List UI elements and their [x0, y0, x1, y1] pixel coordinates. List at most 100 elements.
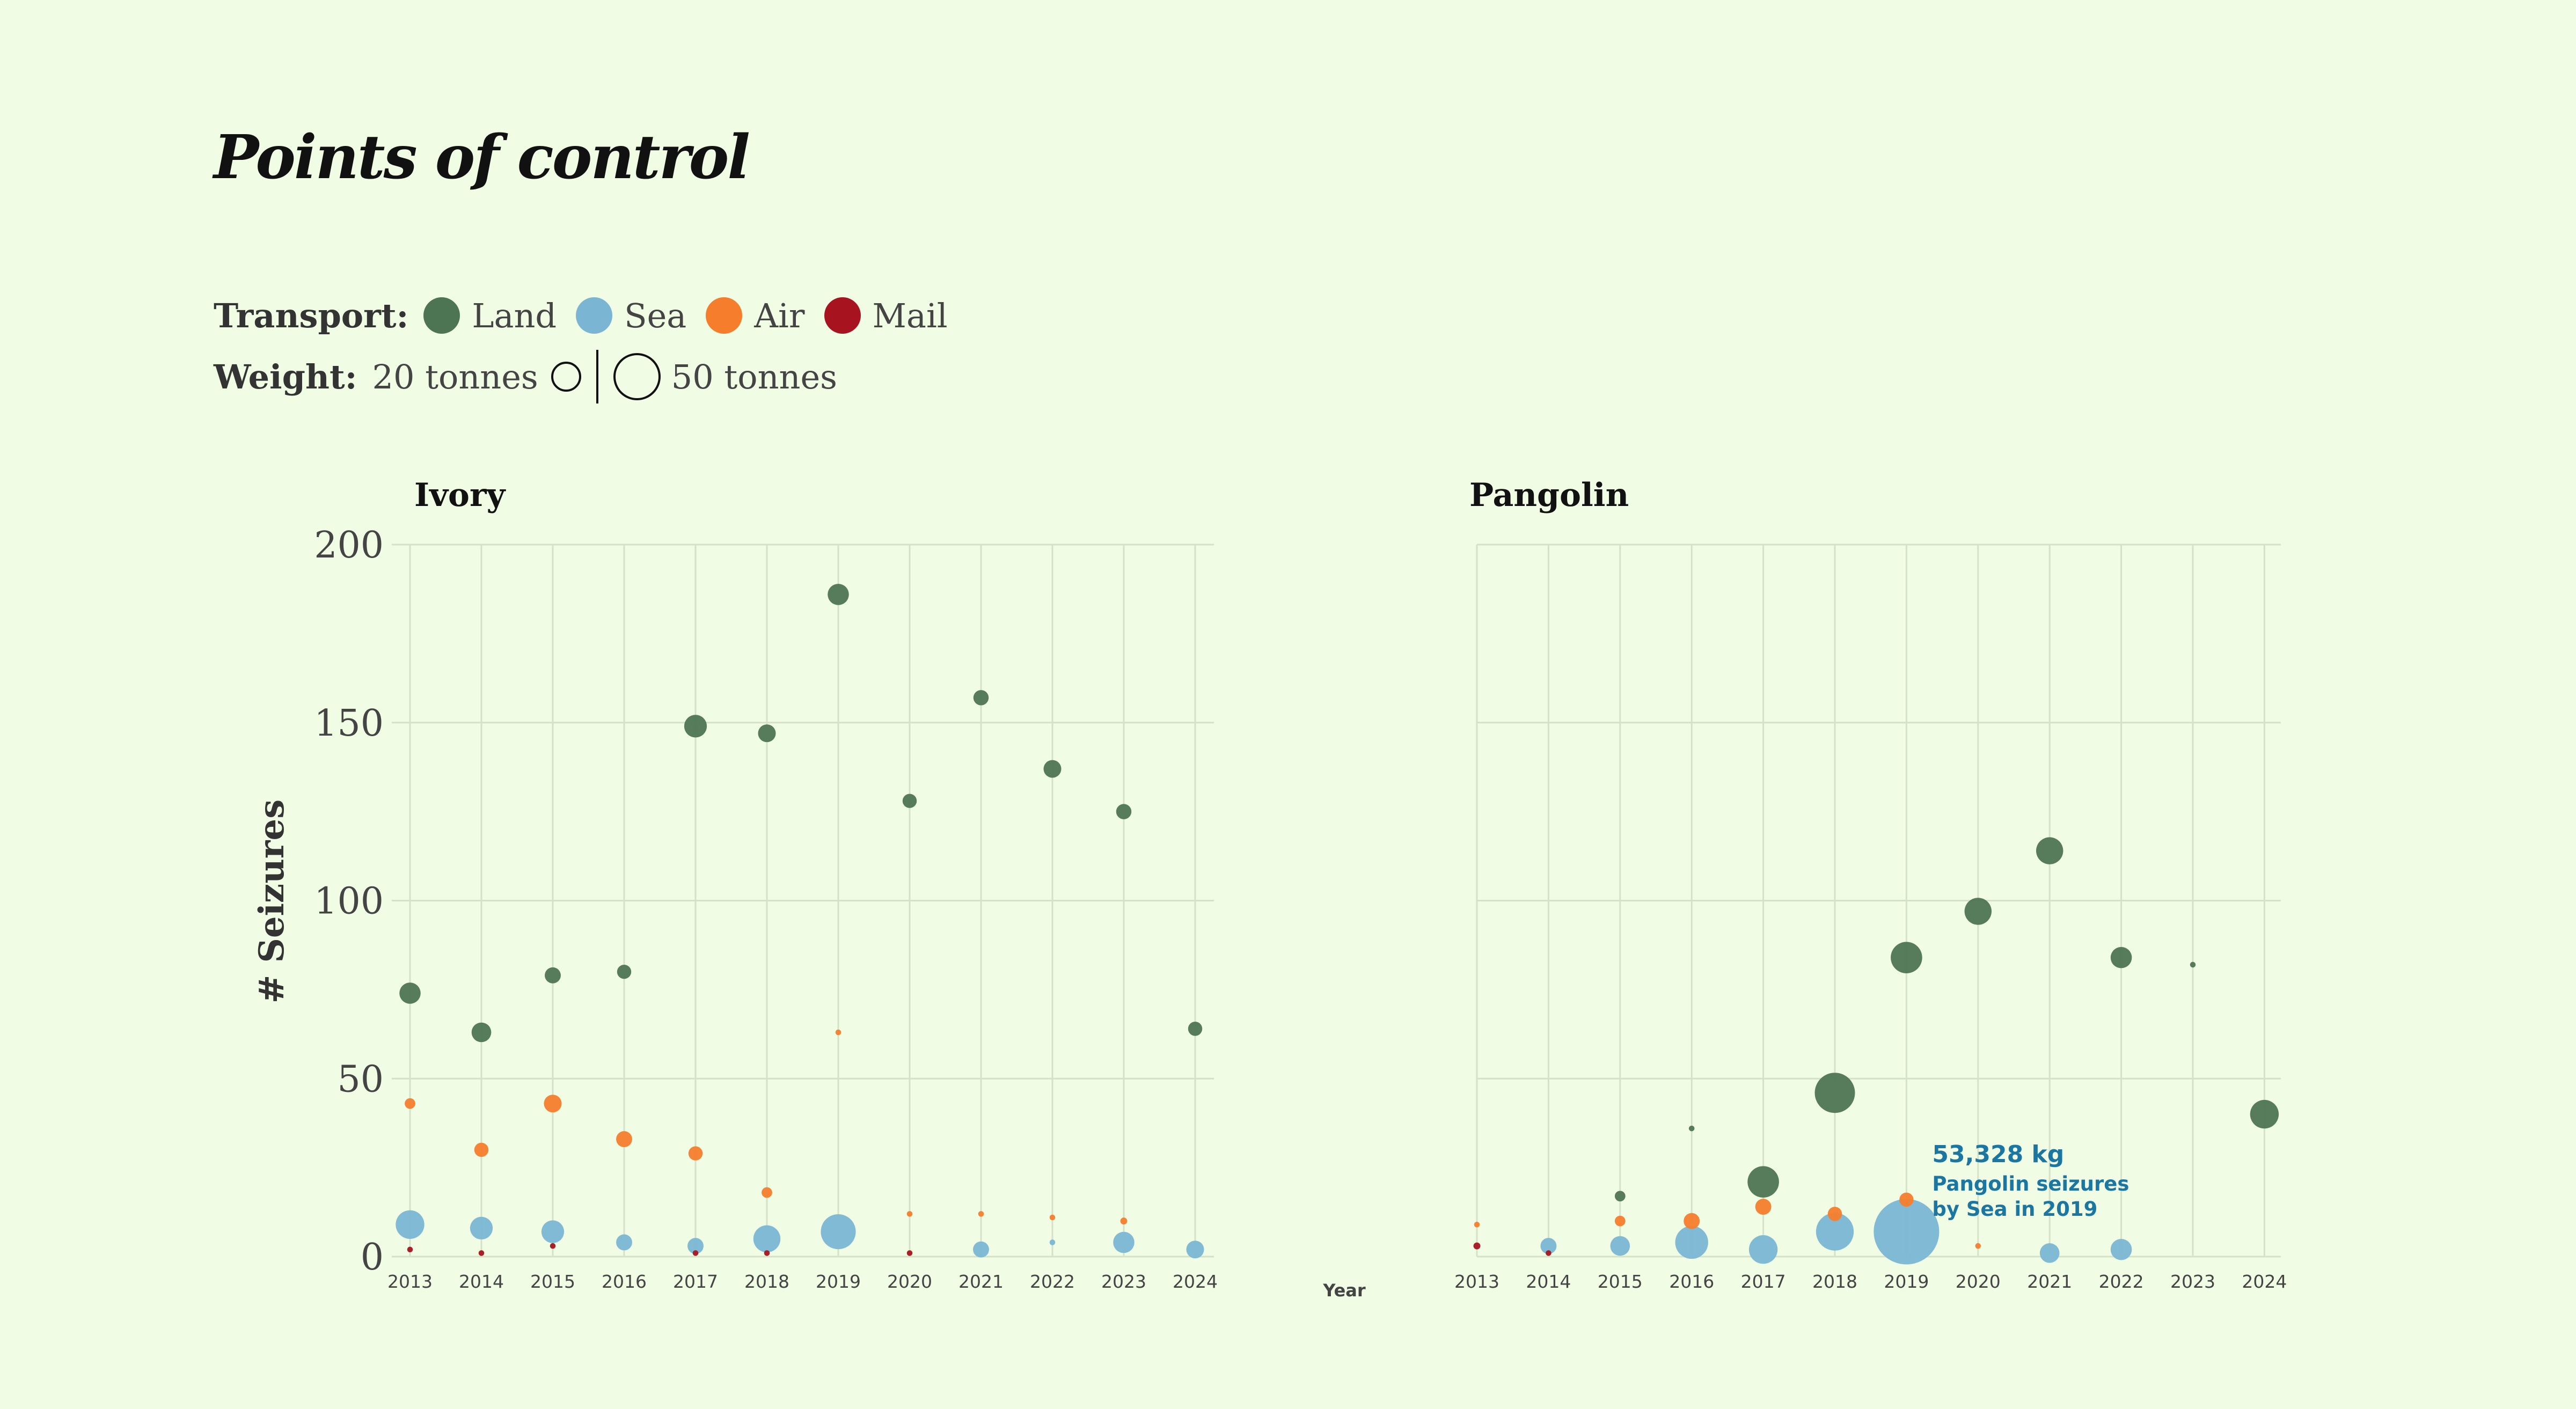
data-point-land-2024 [2250, 1099, 2279, 1129]
data-point-sea-2017 [1748, 1235, 1778, 1264]
data-point-land-2020 [1964, 898, 1992, 925]
data-point-mail-2018 [764, 1250, 770, 1256]
data-point-air-2015 [544, 1095, 562, 1113]
y-tick-label: 0 [361, 1236, 384, 1279]
data-point-sea-2018 [753, 1225, 781, 1253]
data-point-land-2022 [2110, 946, 2132, 968]
weight-large-label: 50 tonnes [671, 357, 837, 397]
x-tick-label: 2022 [2099, 1271, 2144, 1292]
data-point-mail-2015 [550, 1243, 556, 1249]
legend-item-land: Land [423, 296, 557, 335]
x-tick-label: 2022 [1030, 1271, 1075, 1292]
data-point-air-2020 [906, 1211, 913, 1217]
data-point-air-2019 [1899, 1192, 1914, 1207]
transport-legend-label: Transport: [214, 296, 409, 335]
x-tick-label: 2017 [1741, 1271, 1786, 1292]
legend-label-air: Air [754, 296, 805, 335]
x-tick-label: 2013 [387, 1271, 433, 1292]
data-point-sea-2022 [2110, 1238, 2132, 1260]
data-point-air-2017 [1755, 1199, 1772, 1215]
data-point-sea-2016 [1675, 1225, 1708, 1259]
data-point-land-2020 [902, 794, 917, 808]
data-point-sea-2015 [1610, 1236, 1630, 1256]
annotation-value: 53,328 kg [1932, 1141, 2064, 1168]
x-tick-label: 2016 [602, 1271, 647, 1292]
data-point-mail-2013 [1473, 1242, 1481, 1250]
data-point-land-2019 [828, 584, 849, 605]
legend-label-land: Land [472, 296, 557, 335]
weight-small-label: 20 tonnes [372, 357, 538, 397]
data-point-sea-2014 [1540, 1238, 1557, 1254]
data-point-land-2022 [1043, 760, 1062, 778]
data-point-air-2016 [616, 1131, 632, 1147]
data-point-air-2020 [1975, 1243, 1981, 1249]
data-point-land-2013 [399, 982, 421, 1004]
data-point-mail-2017 [692, 1250, 699, 1256]
transport-legend: Transport: Land Sea Air Mail [214, 294, 967, 337]
weight-large-circle-icon [613, 353, 661, 400]
data-point-air-2022 [1049, 1214, 1056, 1221]
legend-item-mail: Mail [824, 296, 948, 335]
data-point-mail-2014 [478, 1250, 485, 1256]
x-tick-label: 2021 [2027, 1271, 2072, 1292]
x-tick-label: 2019 [816, 1271, 861, 1292]
data-point-land-2017 [1747, 1166, 1779, 1198]
annotation-line-1: Pangolin seizures [1932, 1172, 2129, 1195]
y-tick-label: 200 [314, 524, 384, 567]
data-point-air-2013 [1474, 1222, 1480, 1228]
legend-label-mail: Mail [872, 296, 948, 335]
data-point-land-2016 [1688, 1125, 1695, 1132]
data-point-sea-2014 [470, 1216, 493, 1240]
data-point-air-2018 [1827, 1207, 1842, 1221]
data-point-air-2013 [405, 1098, 415, 1109]
data-point-mail-2014 [1546, 1250, 1552, 1256]
y-tick-label: 150 [314, 702, 384, 745]
data-point-land-2018 [758, 724, 776, 743]
data-point-land-2021 [973, 690, 989, 706]
x-tick-label: 2017 [673, 1271, 718, 1292]
data-point-air-2017 [688, 1146, 703, 1161]
data-point-air-2018 [762, 1187, 772, 1198]
data-point-sea-2018 [1816, 1213, 1854, 1251]
data-point-land-2014 [471, 1022, 492, 1043]
data-point-sea-2021 [973, 1241, 989, 1258]
legend-label-sea: Sea [624, 296, 687, 335]
legend-swatch-land-icon [423, 297, 460, 334]
data-point-sea-2015 [541, 1220, 565, 1243]
data-point-land-2023 [1116, 804, 1132, 819]
legend-item-sea: Sea [576, 296, 686, 335]
chart-title: Points of control [214, 122, 750, 193]
data-point-land-2017 [684, 715, 707, 738]
x-tick-label: 2018 [1812, 1271, 1857, 1292]
data-point-mail-2020 [906, 1250, 913, 1256]
data-point-sea-2023 [1113, 1231, 1135, 1253]
data-point-land-2015 [1614, 1191, 1626, 1202]
data-point-sea-2022 [1049, 1239, 1056, 1245]
weight-legend: Weight: 20 tonnes 50 tonnes [214, 350, 837, 403]
data-point-air-2015 [1614, 1215, 1626, 1227]
legend-swatch-air-icon [706, 297, 743, 334]
data-point-sea-2013 [396, 1210, 425, 1239]
x-tick-label: 2013 [1454, 1271, 1499, 1292]
x-tick-label: 2016 [1669, 1271, 1714, 1292]
x-tick-label: 2019 [1884, 1271, 1929, 1292]
x-axis-label: Year [1322, 1280, 1366, 1301]
x-tick-label: 2018 [744, 1271, 789, 1292]
data-point-sea-2021 [2039, 1243, 2060, 1263]
data-point-sea-2019 [821, 1214, 856, 1250]
data-point-air-2023 [1120, 1217, 1128, 1225]
panel-title-pangolin: Pangolin [1469, 476, 1629, 514]
y-tick-label: 50 [337, 1058, 384, 1100]
data-point-mail-2013 [407, 1246, 413, 1253]
legend-swatch-mail-icon [824, 297, 861, 334]
annotation-line-2: by Sea in 2019 [1932, 1198, 2097, 1221]
data-point-land-2018 [1814, 1073, 1855, 1113]
data-point-sea-2017 [687, 1238, 704, 1254]
x-tick-label: 2015 [1598, 1271, 1643, 1292]
y-axis-label: # Seizures [252, 799, 292, 1004]
weight-legend-label: Weight: [214, 357, 357, 397]
data-point-air-2016 [1684, 1213, 1700, 1229]
x-tick-label: 2014 [1526, 1271, 1571, 1292]
data-point-land-2016 [617, 964, 632, 979]
